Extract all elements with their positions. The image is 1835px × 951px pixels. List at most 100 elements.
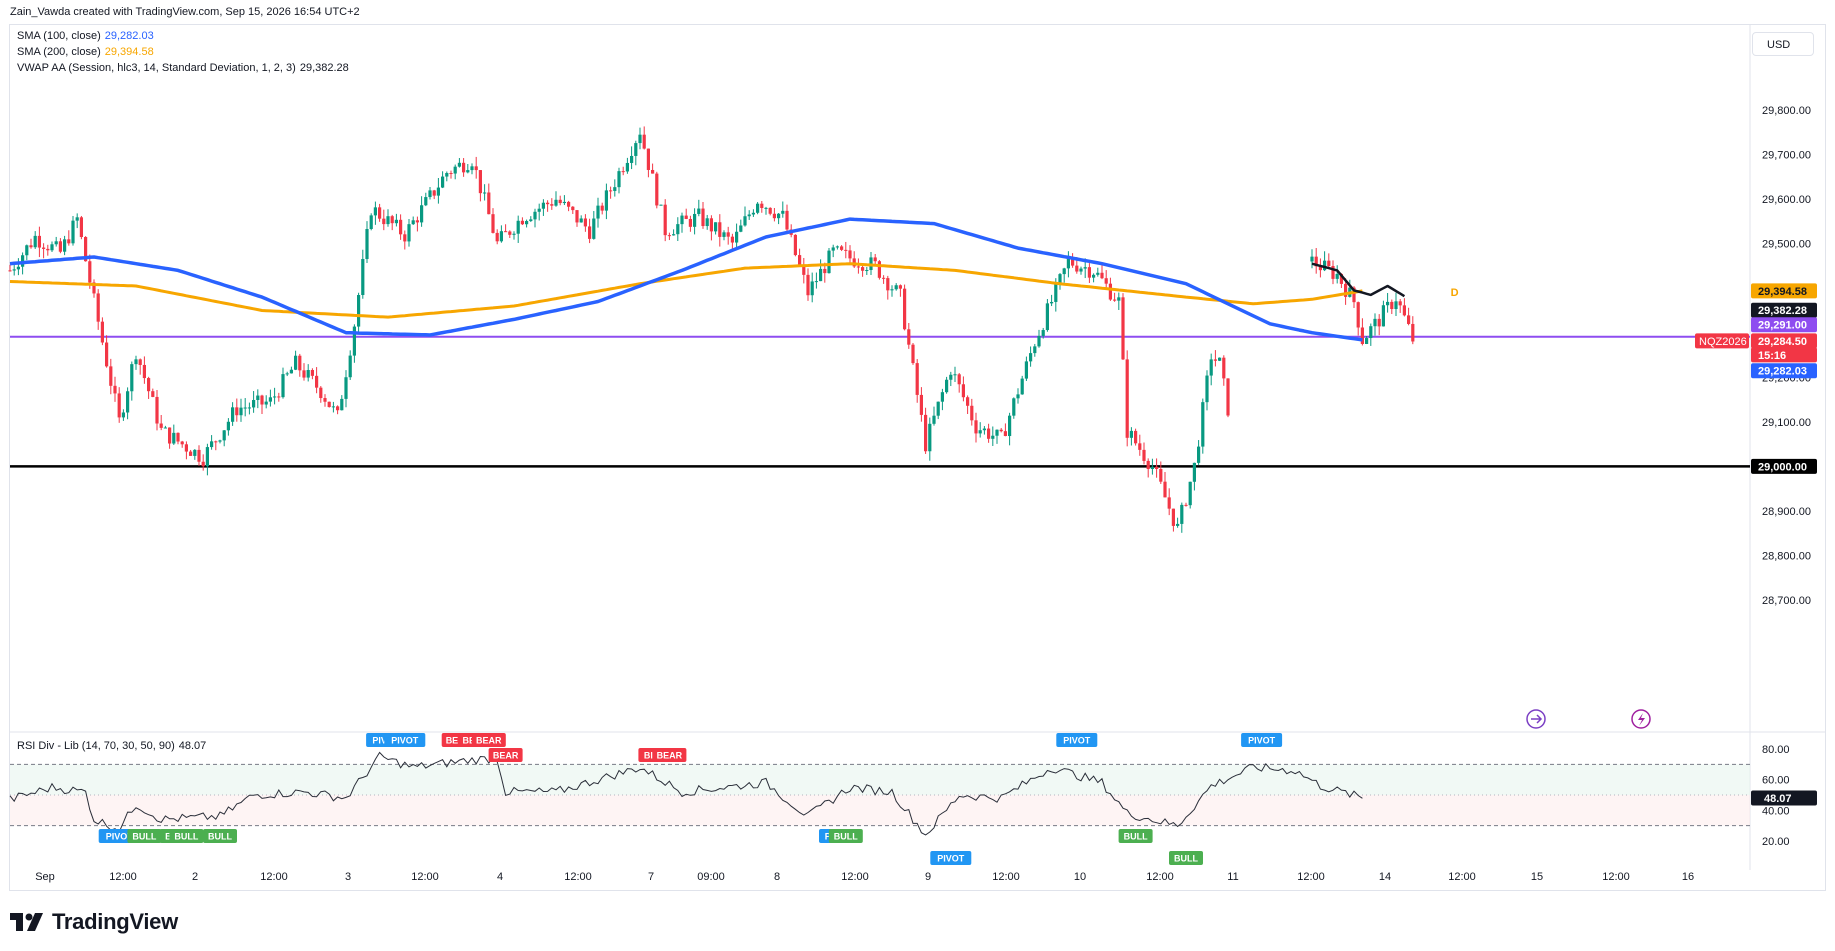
rsi-marker-bull — [127, 829, 162, 843]
candle — [625, 162, 629, 172]
price-tick-label: 28,900.00 — [1762, 506, 1811, 518]
rsi-legend[interactable]: RSI Div - Lib (14, 70, 30, 50, 90) 48.07 — [17, 740, 206, 752]
candle — [1003, 431, 1007, 437]
candle — [197, 449, 201, 462]
candle — [226, 421, 230, 431]
candle — [75, 217, 79, 221]
candle — [705, 218, 709, 227]
candle — [583, 218, 587, 227]
candle — [1138, 443, 1142, 450]
candle — [785, 210, 789, 230]
rsi-legend-label: RSI Div - Lib (14, 70, 30, 50, 90) — [17, 740, 175, 752]
rsi-marker-pivot — [1056, 733, 1098, 747]
candle — [243, 407, 247, 409]
lightning-bolt — [1638, 713, 1645, 726]
candle — [369, 215, 373, 230]
candle — [54, 241, 58, 245]
candle — [1121, 297, 1125, 360]
candle — [512, 233, 516, 235]
time-tick-label: 12:00 — [1602, 871, 1630, 883]
candle — [37, 235, 41, 248]
candle — [676, 224, 680, 235]
candle — [1197, 446, 1201, 463]
candle — [298, 355, 302, 371]
candle — [987, 428, 991, 439]
candle — [445, 173, 449, 177]
price-label-bg — [1751, 363, 1817, 379]
candle — [285, 373, 289, 375]
candle — [117, 393, 121, 418]
candle — [504, 231, 508, 233]
time-tick-label: 2 — [192, 871, 198, 883]
legend-sma200[interactable]: SMA (200, close) 29,394.58 — [17, 46, 154, 58]
price-label-bg — [1751, 458, 1817, 474]
tradingview-logo-icon — [10, 913, 43, 931]
candle — [142, 364, 146, 379]
candle — [865, 270, 869, 272]
candle — [378, 207, 382, 219]
candle — [1339, 273, 1343, 284]
candle — [420, 205, 424, 223]
candle — [1180, 504, 1184, 524]
candle — [1407, 315, 1411, 324]
candle — [151, 391, 155, 397]
candle — [121, 412, 125, 418]
candle — [1075, 265, 1079, 272]
candle — [390, 216, 394, 224]
time-tick-label: 4 — [497, 871, 503, 883]
rsi-marker-label: PIVOT — [1063, 736, 1091, 746]
candle — [16, 266, 20, 270]
candle — [541, 202, 545, 209]
rsi-marker-label: BULL — [834, 832, 858, 842]
legend-vwap[interactable]: VWAP AA (Session, hlc3, 14, Standard Dev… — [17, 62, 349, 74]
candle — [1209, 359, 1213, 376]
rsi-marker-bull — [1118, 829, 1153, 843]
candle — [1054, 282, 1058, 302]
candle — [126, 391, 130, 413]
candle — [50, 244, 54, 251]
rsi-tick-label: 40.00 — [1762, 805, 1790, 817]
candle — [961, 384, 965, 398]
candle — [722, 232, 726, 237]
candle — [1096, 272, 1100, 275]
candle — [218, 440, 222, 442]
legend-sma100[interactable]: SMA (100, close) 29,282.03 — [17, 30, 154, 42]
price-tick-label: 29,100.00 — [1762, 417, 1811, 429]
currency-button[interactable]: USD — [1752, 32, 1814, 56]
rsi-oversold-band — [10, 795, 1750, 826]
candle — [478, 170, 482, 194]
time-tick-label: 10 — [1074, 871, 1086, 883]
candle — [189, 451, 193, 456]
candle — [310, 370, 314, 376]
candle — [924, 414, 928, 452]
candle — [168, 427, 172, 444]
candle — [663, 204, 667, 236]
candle — [693, 213, 697, 227]
candle — [642, 134, 646, 149]
candle — [323, 398, 327, 402]
candle — [966, 397, 970, 406]
rsi-marker-label: BI — [644, 751, 653, 761]
sma100-line — [9, 217, 1363, 342]
candle — [1171, 508, 1175, 526]
sma200-line — [9, 262, 1363, 319]
candle — [768, 207, 772, 214]
candle — [386, 216, 390, 225]
rsi-marker-bull — [203, 829, 237, 843]
candle — [827, 250, 831, 274]
chart-frame[interactable] — [9, 24, 1826, 891]
rsi-marker-label: PIVOT — [391, 736, 419, 746]
candle — [12, 269, 16, 271]
candle — [1318, 266, 1322, 271]
candle — [373, 207, 377, 216]
candle — [1079, 268, 1083, 272]
candle — [84, 237, 88, 262]
tradingview-brand[interactable]: TradingView — [10, 909, 178, 934]
price-label: 29,394.58 — [1758, 286, 1807, 298]
replay-icon[interactable] — [1526, 709, 1546, 729]
rsi-last-bg — [1751, 790, 1817, 806]
candle — [940, 392, 944, 402]
price-chart[interactable]: D 29,800.00 29,700.00 29,600.00 29,500.00 29,… — [0, 0, 1835, 900]
candle — [184, 444, 188, 452]
lightning-icon[interactable] — [1631, 709, 1651, 729]
